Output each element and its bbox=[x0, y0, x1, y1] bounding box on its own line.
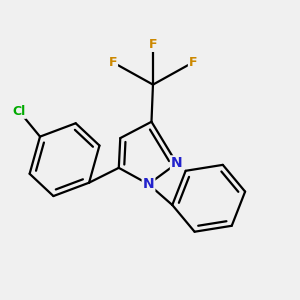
Text: N: N bbox=[143, 177, 154, 191]
Text: F: F bbox=[189, 56, 197, 69]
Text: Cl: Cl bbox=[13, 105, 26, 118]
Text: F: F bbox=[149, 38, 157, 51]
Text: F: F bbox=[109, 56, 117, 69]
Text: N: N bbox=[171, 156, 183, 170]
